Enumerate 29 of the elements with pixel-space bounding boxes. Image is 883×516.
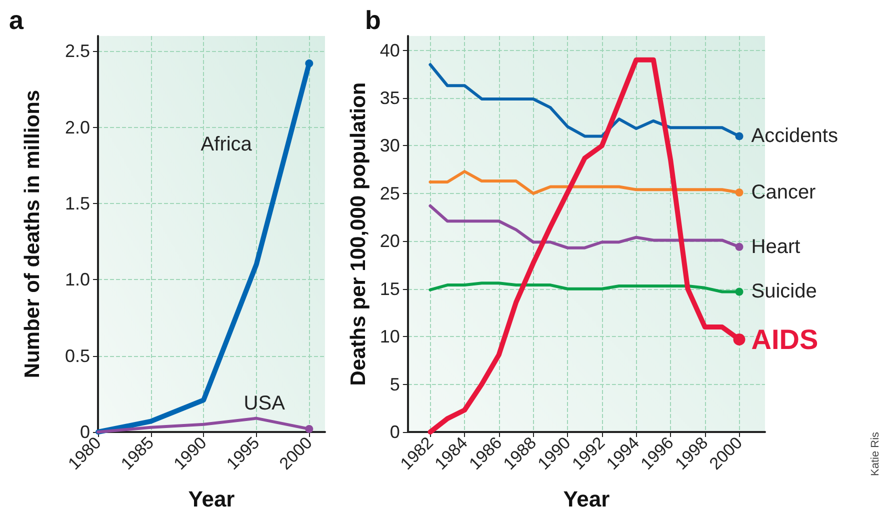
y-tick-label: 2.5	[64, 41, 90, 62]
y-tick-label: 40	[380, 40, 400, 60]
y-tick-label: 35	[380, 88, 400, 108]
y-tick-label: 20	[380, 231, 400, 252]
x-axis-title: Year	[188, 486, 236, 512]
y-tick-label: 25	[380, 183, 400, 204]
y-tick-label: 10	[380, 326, 400, 347]
y-tick-label: 1.0	[64, 270, 90, 290]
series-label: Accidents	[751, 125, 838, 148]
y-tick-label: 0.5	[64, 346, 90, 366]
y-tick-label: 1.5	[64, 194, 90, 214]
x-axis-title: Year	[563, 486, 610, 512]
chart-title: a	[9, 5, 24, 35]
chart-title: b	[365, 5, 381, 35]
series-label: Suicide	[751, 280, 817, 303]
y-tick-label: 30	[380, 136, 400, 156]
series-label: USA	[244, 392, 286, 414]
series-label: Cancer	[751, 181, 816, 204]
series-label: Heart	[751, 236, 801, 258]
y-axis-title: Number of deaths in millions	[21, 90, 44, 378]
y-tick-label: 0	[80, 422, 90, 442]
series-label: AIDS	[751, 324, 818, 355]
y-tick-label: 5	[390, 374, 400, 394]
y-tick-label: 15	[380, 278, 400, 299]
y-tick-label: 2.0	[64, 117, 90, 138]
text: Katie Ris	[870, 431, 882, 476]
series-label: Africa	[200, 133, 253, 156]
y-axis-title: Deaths per 100,000 population	[347, 82, 370, 386]
y-tick-label: 0	[390, 422, 400, 442]
